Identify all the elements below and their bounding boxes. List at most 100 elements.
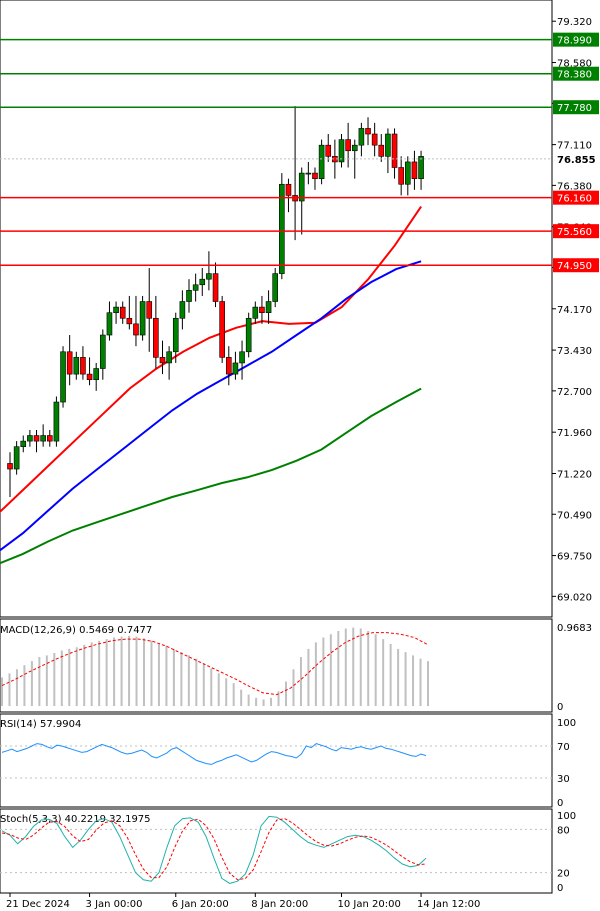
level-label-box (553, 190, 599, 205)
panel-frames (0, 0, 553, 894)
candle (206, 251, 212, 291)
candle-body-bull (100, 334, 106, 369)
level-label: 78.990 (557, 36, 592, 47)
candle (40, 424, 46, 447)
candle-body-bear (411, 161, 418, 179)
candle-body-bear (259, 306, 265, 313)
candle (252, 301, 259, 324)
candle-body-bull (179, 301, 186, 319)
candle (113, 301, 119, 324)
candle-body-bull (418, 156, 424, 179)
candle-body-bear (378, 144, 385, 157)
candle-body-bull (279, 183, 285, 274)
stoch-panel: Stoch(5,3,3) 40.2219 32.1975 100 80 20 0 (0, 811, 576, 894)
level-label-box (553, 224, 599, 239)
level-label: 75.560 (557, 227, 592, 238)
candle-body-bull (404, 161, 411, 185)
candle (239, 340, 245, 380)
candle (106, 301, 113, 341)
candle-body-bear (86, 373, 93, 380)
price-y-tick-label: 73.430 (557, 346, 592, 357)
candle (259, 295, 265, 324)
stoch-y-tick-label: 20 (557, 869, 570, 880)
current-price-label: 76.855 (557, 155, 596, 166)
rsi-panel: RSI(14) 57.9904 100 70 30 0 (0, 718, 576, 809)
candle-body-bull (351, 144, 358, 152)
candle-body-bull (172, 317, 179, 353)
x-tick-label: 21 Dec 2024 (6, 899, 70, 910)
candle-body-bear (46, 435, 53, 442)
candle-body-bull (106, 312, 113, 336)
candle (53, 396, 60, 447)
price-y-tick-label: 79.320 (557, 17, 592, 28)
moving-average-line-2 (0, 387, 422, 565)
x-tick-label: 14 Jan 12:00 (417, 899, 480, 910)
candle-body-bear (371, 133, 378, 146)
rsi-y-tick-label: 70 (557, 742, 570, 753)
candle (166, 346, 172, 380)
candle (385, 128, 391, 174)
candle (279, 173, 285, 280)
candle (338, 134, 345, 168)
candle-body-bear (365, 128, 371, 135)
candle (219, 295, 225, 363)
moving-average-line-0 (0, 206, 422, 514)
candle (298, 167, 305, 235)
level-label-box (553, 100, 599, 115)
level-label-box (553, 66, 599, 81)
candle (318, 139, 325, 185)
candle-body-bull (199, 278, 206, 286)
candle-body-bear (325, 144, 332, 157)
candle (411, 150, 418, 190)
candle (139, 295, 146, 341)
price-y-tick-label: 74.170 (557, 305, 592, 316)
candle-body-bear (119, 306, 126, 319)
candle (351, 139, 358, 179)
x-tick-label: 10 Jan 20:00 (338, 899, 401, 910)
candle (159, 340, 166, 375)
candle-body-bull (13, 446, 20, 470)
x-axis: 21 Dec 2024 3 Jan 00:00 6 Jan 20:00 8 Jan 2… (6, 893, 480, 910)
level-label: 77.780 (557, 103, 592, 114)
candle (371, 122, 378, 157)
candle (418, 150, 424, 190)
candle (312, 167, 318, 190)
candle (358, 122, 365, 157)
candle (126, 295, 133, 330)
candle (305, 161, 312, 185)
price-y-tick-label: 70.490 (557, 510, 592, 521)
rsi-y-tick-label: 100 (557, 718, 576, 729)
candle (225, 346, 232, 386)
candle-body-bull (73, 357, 80, 375)
rsi-label: RSI(14) 57.9904 (0, 719, 81, 730)
candle-body-bull (338, 139, 345, 163)
candle-body-bull (232, 362, 239, 375)
candle (66, 335, 73, 386)
stoch-y-tick-label: 80 (557, 825, 570, 836)
candle-body-bear (159, 357, 166, 364)
level-label: 78.380 (557, 70, 592, 81)
candle (398, 156, 404, 196)
candle (73, 351, 80, 380)
candle-body-bear (212, 273, 219, 302)
candle (179, 290, 186, 330)
x-tick-label: 6 Jan 20:00 (172, 899, 229, 910)
candle (292, 106, 298, 241)
candle (46, 429, 53, 447)
candle (325, 134, 332, 162)
candle (153, 295, 159, 369)
moving-average-line-1 (0, 260, 422, 552)
stoch-k-line (1, 815, 427, 884)
candle (20, 435, 27, 453)
candle-body-bear (225, 357, 232, 375)
stoch-panel-frame (0, 808, 553, 894)
candle (272, 268, 279, 308)
candle (245, 312, 252, 358)
price-y-tick-label: 71.220 (557, 469, 592, 480)
candle (86, 357, 93, 386)
candle-body-bull (265, 301, 272, 313)
candle (265, 290, 272, 324)
candle-body-bear (126, 317, 133, 325)
level-label-box (553, 32, 599, 47)
level-label: 74.950 (557, 261, 592, 272)
